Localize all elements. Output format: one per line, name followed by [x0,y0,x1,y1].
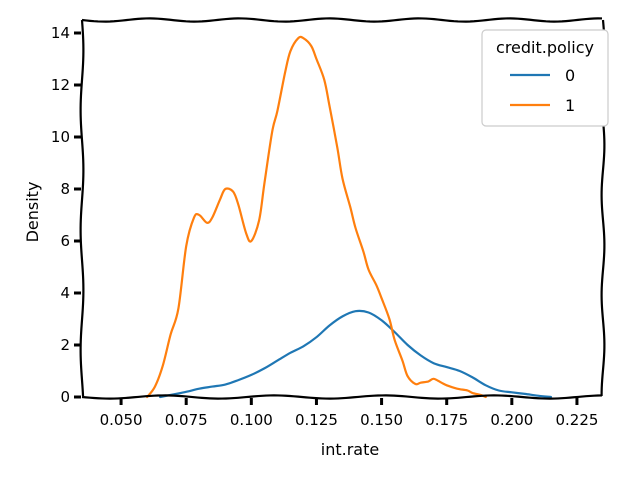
legend-title: credit.policy [496,38,594,57]
x-tick-label: 0.050 [100,411,143,429]
x-tick-label: 0.175 [425,411,468,429]
y-tick-label: 2 [60,336,70,354]
series-line-0 [159,309,552,399]
y-tick-label: 8 [60,180,70,198]
legend: credit.policy 0 1 [481,29,609,127]
legend-label-0: 0 [565,66,575,85]
x-tick-label: 0.225 [555,411,598,429]
legend-box [481,29,609,127]
x-tick-label: 0.075 [165,411,208,429]
x-axis-line [81,394,603,400]
x-tick-label: 0.200 [490,411,533,429]
legend-label-1: 1 [565,96,575,115]
y-tick-label: 10 [51,128,70,146]
x-tick-label: 0.100 [230,411,273,429]
x-tick-label: 0.150 [360,411,403,429]
x-tick-label: 0.125 [295,411,338,429]
plot-area [146,35,552,399]
frame-top [81,17,603,23]
y-axis-line [79,19,85,397]
y-tick-label: 0 [60,388,70,406]
y-tick-label: 6 [60,232,70,250]
y-tick-label: 4 [60,284,70,302]
y-tick-label: 12 [51,76,70,94]
series-line-1 [146,35,487,399]
y-tick-label: 14 [51,24,70,42]
x-axis-label: int.rate [321,440,379,459]
y-axis-label: Density [23,182,42,243]
